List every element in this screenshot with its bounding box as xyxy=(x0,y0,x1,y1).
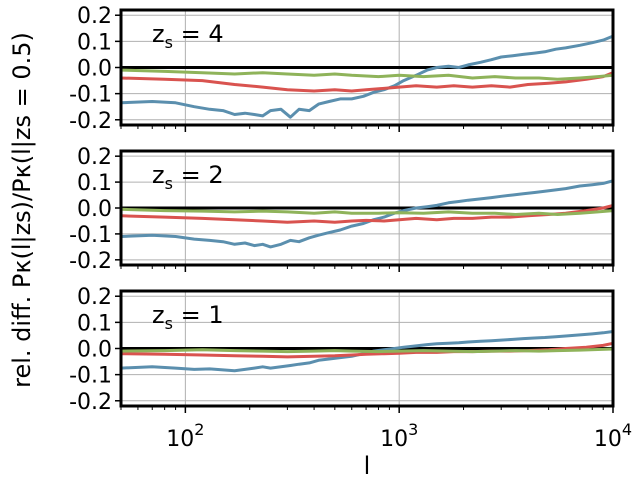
y-tick-label: 0.1 xyxy=(77,171,112,196)
y-tick-label: -0.1 xyxy=(69,83,112,108)
y-tick-label: -0.2 xyxy=(69,249,112,274)
y-tick-label: -0.1 xyxy=(69,223,112,248)
panel-label: zs = 4 xyxy=(152,20,224,52)
panel-1: -0.2-0.10.00.10.2 zs = 4 xyxy=(69,4,615,134)
y-tick-label: 0.1 xyxy=(77,30,112,55)
x-tick-label: 104 xyxy=(594,420,632,452)
y-tick-label: 0.2 xyxy=(77,4,112,29)
panel-2: -0.2-0.10.00.10.2 zs = 2 xyxy=(69,145,615,274)
series-line-green xyxy=(119,207,615,216)
series-line-blue xyxy=(119,330,615,373)
series-line-green xyxy=(119,347,615,354)
y-axis-label: rel. diff. Pκ(l|zs)/Pκ(l|zs = 0.5) xyxy=(8,32,36,388)
y-tick-label: -0.2 xyxy=(69,109,112,134)
x-axis-label: l xyxy=(364,452,371,480)
y-tick-label: -0.2 xyxy=(69,390,112,415)
y-tick-label: 0.0 xyxy=(77,57,112,82)
series-line-blue xyxy=(119,179,615,249)
y-tick-label: -0.1 xyxy=(69,364,112,389)
x-tick-label: 103 xyxy=(380,420,418,452)
panel-label: zs = 1 xyxy=(152,301,224,333)
series-line-red xyxy=(119,71,615,93)
panel-label: zs = 2 xyxy=(152,161,224,193)
y-tick-label: 0.2 xyxy=(77,145,112,170)
series-line-green xyxy=(119,68,615,81)
x-tick-label: 102 xyxy=(166,420,204,452)
y-tick-label: 0.0 xyxy=(77,197,112,222)
y-tick-label: 0.1 xyxy=(77,311,112,336)
panel-3: -0.2-0.10.00.10.2 zs = 1 xyxy=(69,285,615,415)
y-tick-label: 0.0 xyxy=(77,338,112,363)
y-tick-label: 0.2 xyxy=(77,285,112,310)
